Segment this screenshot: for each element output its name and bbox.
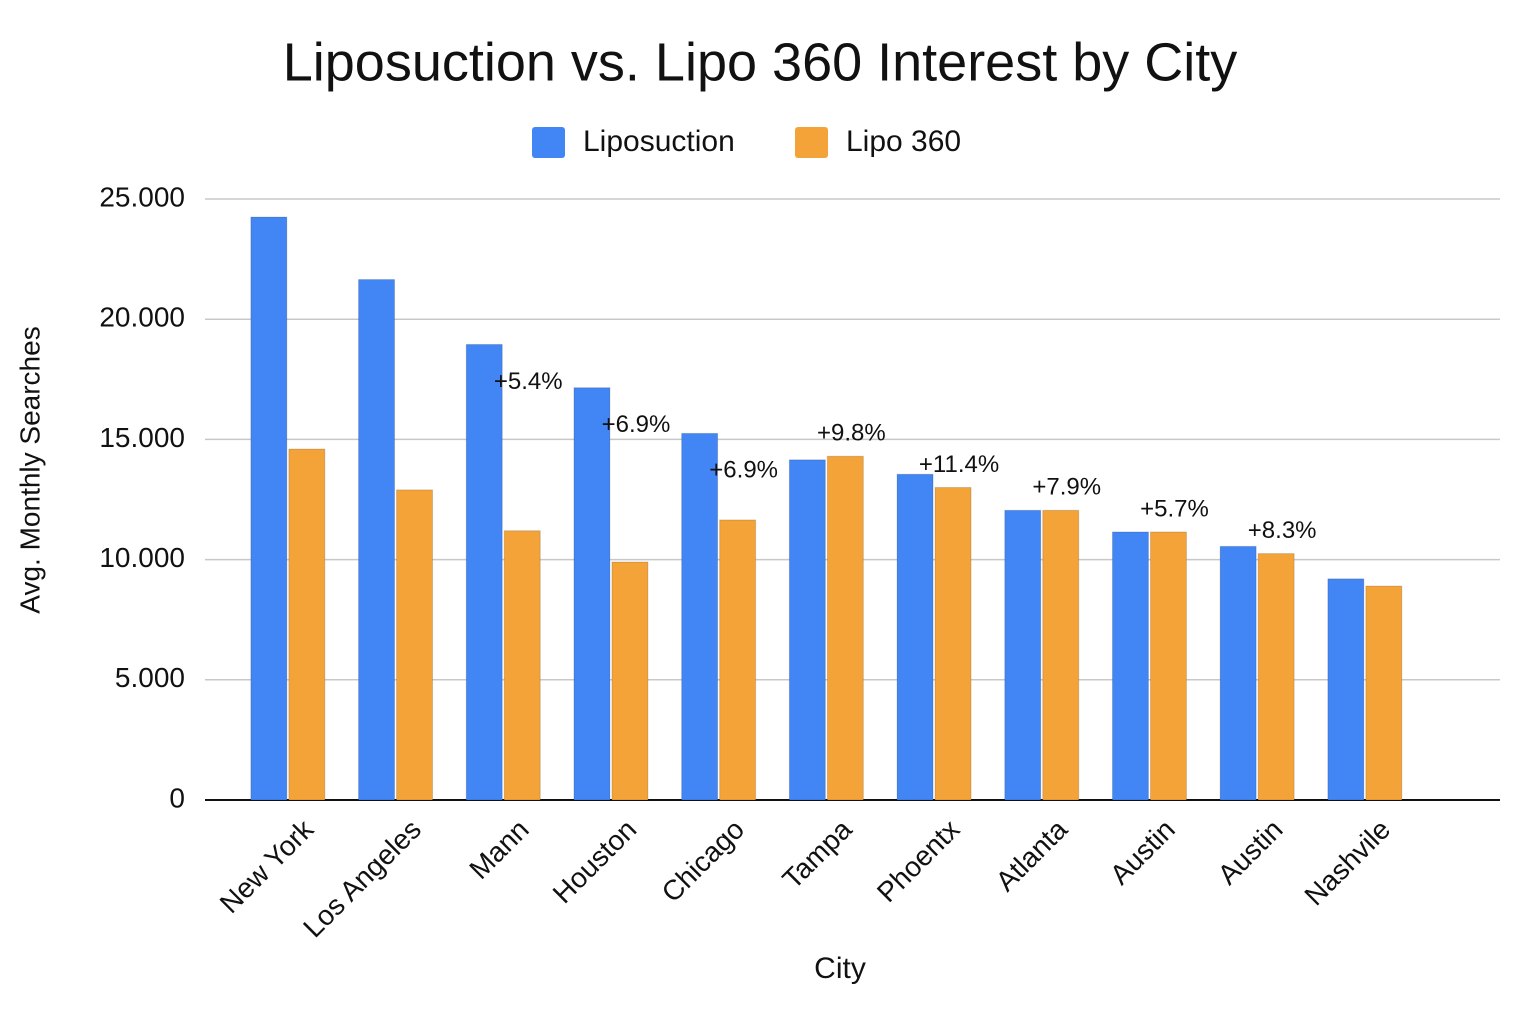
legend-swatch: [532, 127, 565, 158]
legend-swatch: [795, 127, 828, 158]
y-tick-label: 0: [169, 782, 185, 813]
annotation: +5.4%: [494, 368, 563, 395]
bar: [1219, 545, 1257, 801]
bar: [1365, 585, 1403, 801]
bar: [1004, 509, 1042, 801]
y-tick-label: 10.000: [99, 542, 185, 573]
bar: [1111, 531, 1149, 801]
bar: [396, 489, 434, 801]
bar: [788, 459, 826, 801]
annotation: +6.9%: [602, 411, 671, 438]
legend-label: Liposuction: [583, 125, 735, 158]
bar: [1327, 578, 1365, 801]
chart-title: Liposuction vs. Lipo 360 Interest by Cit…: [283, 32, 1238, 92]
y-tick-label: 15.000: [99, 422, 185, 453]
bar: [250, 216, 288, 801]
bar: [719, 519, 757, 801]
bar: [1042, 509, 1080, 801]
y-axis-label: Avg. Monthly Searches: [14, 326, 45, 613]
annotation: +8.3%: [1248, 517, 1317, 544]
y-tick-label: 5.000: [115, 662, 185, 693]
bar: [1149, 531, 1187, 801]
bar: [1257, 553, 1295, 801]
bar: [611, 561, 649, 801]
bar: [503, 530, 541, 801]
y-tick-label: 20.000: [99, 302, 185, 333]
annotation: +7.9%: [1032, 474, 1101, 501]
bar: [465, 343, 503, 801]
bar: [896, 473, 934, 801]
y-tick-label: 25.000: [99, 181, 185, 212]
annotation: +11.4%: [919, 451, 999, 478]
bar: [934, 486, 972, 801]
bar: [826, 455, 864, 801]
legend-label: Lipo 360: [846, 125, 961, 158]
x-axis-label: City: [814, 952, 866, 985]
annotation: +5.7%: [1140, 495, 1209, 522]
bar: [358, 279, 396, 801]
annotation: +9.8%: [817, 420, 886, 447]
bar: [573, 387, 611, 801]
bar: [288, 448, 326, 801]
annotation: +6.9%: [709, 457, 778, 484]
bar: [681, 432, 719, 801]
